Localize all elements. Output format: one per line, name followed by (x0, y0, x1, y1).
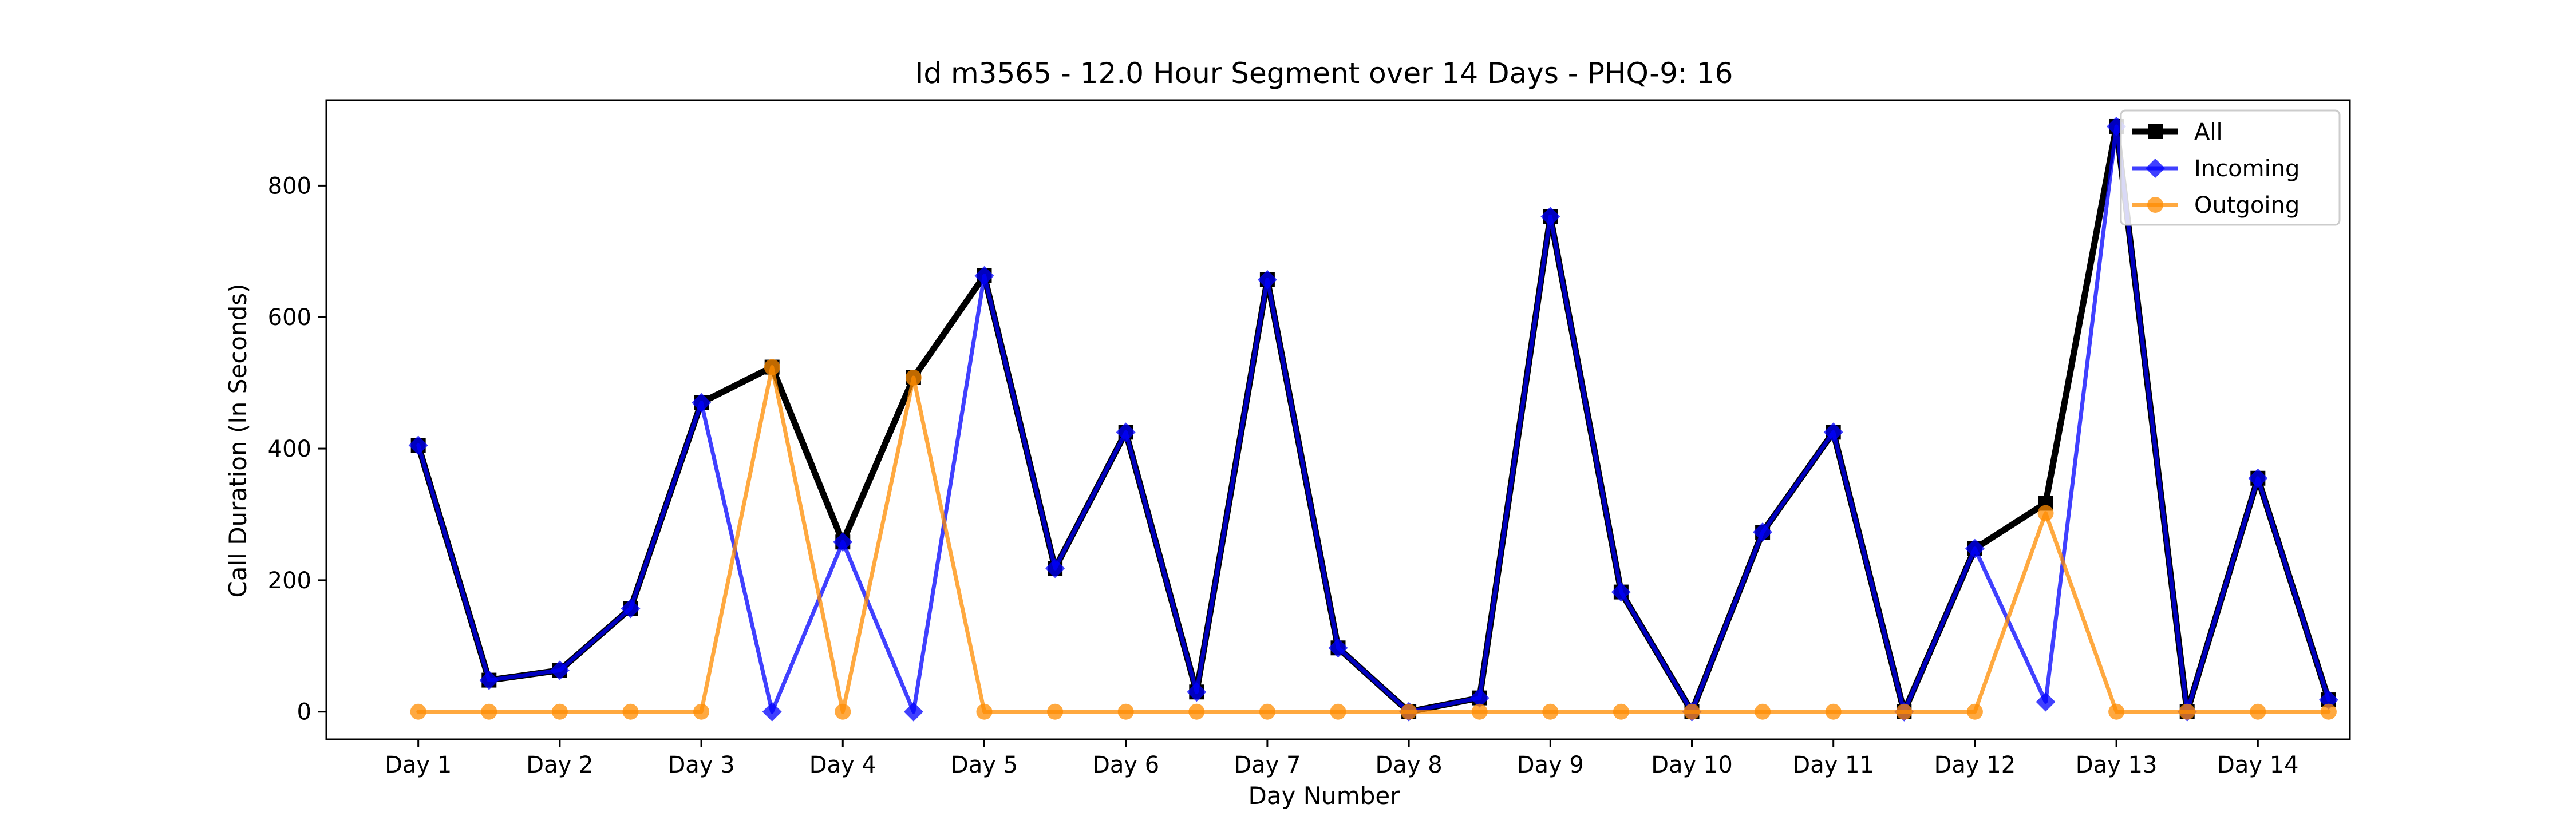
data-point-outgoing (1896, 703, 1913, 720)
x-tick-label: Day 12 (1934, 752, 2016, 778)
chart-title: Id m3565 - 12.0 Hour Segment over 14 Day… (915, 57, 1733, 90)
x-tick-label: Day 10 (1651, 752, 1733, 778)
data-point-outgoing (1613, 703, 1629, 720)
x-tick-label: Day 8 (1376, 752, 1443, 778)
data-point-incoming (550, 660, 570, 680)
legend-marker-all (2148, 124, 2163, 139)
x-tick-label: Day 9 (1517, 752, 1584, 778)
y-tick-label: 600 (268, 304, 311, 331)
y-tick-label: 0 (297, 699, 311, 726)
legend-marker-outgoing (2147, 197, 2163, 213)
x-tick-label: Day 5 (951, 752, 1018, 778)
data-point-incoming (2248, 468, 2268, 488)
data-point-incoming (1965, 538, 1985, 558)
x-tick-label: Day 11 (1792, 752, 1874, 778)
plot-area: Day 1 Day 2 Day 3 Day 4 Day 5 Day 6 Day 7 Day 8… (268, 99, 2351, 778)
data-point-incoming (1257, 270, 1277, 290)
data-point-outgoing (1542, 703, 1559, 720)
y-tick-label: 800 (268, 173, 311, 199)
data-point-incoming (1187, 682, 1207, 702)
data-point-incoming (1116, 422, 1136, 442)
x-axis-label: Day Number (1248, 782, 1400, 810)
data-point-incoming (833, 532, 853, 552)
legend-label-outgoing: Outgoing (2194, 192, 2300, 219)
y-tick-label: 400 (268, 436, 311, 462)
data-point-outgoing (1117, 703, 1134, 720)
data-point-outgoing (1259, 703, 1275, 720)
data-point-outgoing (1755, 703, 1771, 720)
data-point-outgoing (1825, 703, 1842, 720)
data-point-incoming (1823, 422, 1843, 442)
x-tick-label: Day 6 (1092, 752, 1159, 778)
series-line-incoming (416, 124, 2331, 714)
data-point-incoming (621, 599, 641, 619)
data-point-outgoing (622, 703, 639, 720)
series-line-outgoing (416, 365, 2331, 714)
x-tick-label: Day 7 (1234, 752, 1301, 778)
data-point-outgoing (1471, 703, 1488, 720)
data-point-incoming (1611, 582, 1631, 602)
data-point-outgoing (1188, 703, 1205, 720)
data-point-outgoing (1330, 703, 1346, 720)
data-point-outgoing (2250, 703, 2266, 720)
data-point-incoming (408, 435, 428, 455)
legend-marker-incoming (2146, 159, 2165, 178)
data-point-outgoing (1047, 703, 1064, 720)
data-point-outgoing (693, 703, 710, 720)
x-tick-label: Day 13 (2076, 752, 2158, 778)
data-point-incoming (903, 702, 923, 722)
y-axis-label: Call Duration (In Seconds) (224, 283, 252, 597)
plot-frame (325, 99, 2351, 740)
legend-label-incoming: Incoming (2194, 156, 2300, 182)
data-point-incoming (974, 266, 994, 286)
data-point-outgoing (2037, 505, 2054, 521)
x-tick-label: Day 3 (668, 752, 735, 778)
data-point-outgoing (481, 703, 497, 720)
x-tick-label: Day 4 (809, 752, 876, 778)
data-point-incoming (1469, 688, 1490, 708)
data-point-outgoing (1966, 703, 1983, 720)
legend: All Incoming Outgoing (2120, 109, 2341, 226)
data-point-outgoing (551, 703, 568, 720)
data-point-outgoing (410, 703, 426, 720)
x-tick-label: Day 1 (385, 752, 452, 778)
data-point-outgoing (2108, 703, 2125, 720)
x-tick-label: Day 2 (526, 752, 593, 778)
data-point-outgoing (976, 703, 993, 720)
data-point-incoming (2036, 692, 2056, 712)
data-point-incoming (1045, 558, 1065, 579)
y-tick-label: 200 (268, 568, 311, 594)
data-point-incoming (1753, 522, 1773, 542)
data-point-incoming (1540, 207, 1560, 227)
legend-label-all: All (2194, 119, 2223, 145)
data-point-incoming (2318, 690, 2338, 710)
data-point-outgoing (1401, 703, 1417, 720)
data-point-outgoing (835, 703, 851, 720)
legend-box (2120, 109, 2341, 226)
data-point-outgoing (905, 369, 922, 386)
x-tick-label: Day 14 (2217, 752, 2299, 778)
data-point-outgoing (2179, 703, 2195, 720)
data-point-outgoing (764, 359, 780, 375)
data-point-incoming (479, 670, 499, 690)
data-point-incoming (1328, 638, 1348, 658)
data-point-incoming (762, 702, 782, 722)
data-point-outgoing (1684, 703, 1700, 720)
data-point-incoming (692, 393, 712, 413)
data-point-outgoing (2320, 703, 2337, 720)
